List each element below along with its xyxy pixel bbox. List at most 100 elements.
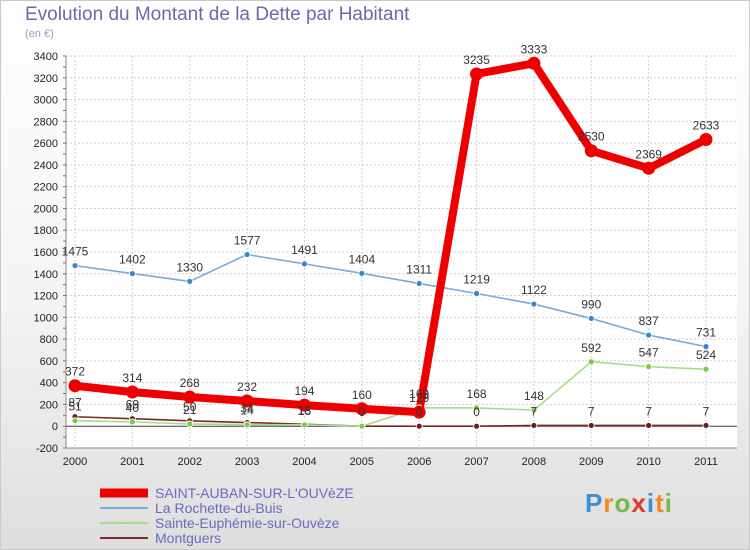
data-label: 7 (531, 404, 538, 418)
y-tick-label: 200 (40, 399, 58, 411)
data-label: 524 (696, 348, 716, 362)
y-tick-label: 0 (52, 421, 58, 433)
data-label: 21 (183, 403, 197, 417)
y-tick-label: 400 (40, 378, 58, 390)
data-label: 7 (588, 404, 595, 418)
data-label: 1219 (463, 272, 490, 286)
logo-letter: t (655, 488, 665, 518)
data-label: 1404 (348, 252, 375, 266)
data-point (186, 420, 194, 428)
data-label: 990 (581, 297, 601, 311)
y-unit-label: (en €) (25, 28, 54, 40)
data-point (71, 262, 79, 270)
data-point (71, 417, 79, 425)
data-label: 50 (183, 400, 197, 414)
data-label: 1402 (119, 253, 146, 267)
x-tick-label: 2000 (63, 456, 87, 468)
data-label: 13 (298, 404, 312, 418)
data-point (587, 315, 595, 322)
y-tick-label: 3200 (34, 73, 58, 85)
data-point (125, 385, 139, 399)
data-label: 1491 (291, 243, 318, 257)
data-point (473, 404, 480, 412)
x-tick-label: 2006 (407, 456, 431, 468)
data-point (186, 277, 194, 285)
data-label: 0 (358, 405, 365, 419)
x-tick-label: 2010 (636, 456, 660, 468)
y-tick-label: 2400 (34, 160, 58, 172)
data-point (473, 290, 480, 297)
data-label: 731 (696, 326, 716, 340)
y-tick-label: 2800 (34, 116, 58, 128)
logo-letter: x (631, 488, 647, 518)
data-label: 2633 (693, 119, 720, 133)
data-label: 87 (68, 396, 82, 410)
data-point (358, 269, 366, 277)
data-point (412, 405, 426, 419)
y-tick-label: 600 (40, 356, 58, 368)
data-label: 34 (240, 402, 254, 416)
data-label: 40 (126, 401, 140, 415)
data-point (128, 270, 136, 277)
data-label: 169 (409, 387, 429, 401)
data-label: 160 (352, 388, 372, 402)
data-point (297, 398, 311, 412)
data-point (645, 422, 653, 429)
y-tick-label: 3000 (34, 95, 58, 107)
data-point (702, 365, 710, 373)
data-label: 168 (467, 387, 487, 401)
series-line (74, 253, 707, 348)
y-tick-label: 2200 (34, 182, 58, 194)
data-point (358, 422, 366, 430)
data-label: 232 (237, 380, 257, 394)
data-label: 1311 (406, 262, 432, 276)
data-point (355, 402, 369, 416)
data-label: 18 (298, 403, 312, 417)
data-point (699, 133, 713, 147)
data-label: 2369 (635, 147, 662, 161)
data-label: 837 (639, 314, 659, 328)
data-label: 69 (126, 398, 140, 412)
data-point (183, 390, 197, 404)
data-label: 0 (473, 405, 480, 419)
data-label: 0 (416, 405, 423, 419)
data-point (584, 144, 598, 158)
y-tick-label: 1000 (34, 312, 58, 324)
y-tick-label: 2600 (34, 138, 58, 150)
data-label: 1475 (62, 245, 89, 259)
legend-label: SAINT-AUBAN-SUR-L'OUVèZE (155, 485, 354, 501)
series-line (74, 360, 707, 428)
y-tick-label: 1200 (34, 291, 58, 303)
y-tick-label: 1600 (34, 247, 58, 259)
data-label: 314 (122, 371, 142, 385)
data-point (642, 161, 656, 175)
data-label: 372 (65, 365, 85, 379)
data-label: 7 (703, 404, 710, 418)
data-point (530, 300, 538, 308)
data-label: 148 (524, 389, 544, 403)
x-tick-label: 2002 (177, 456, 201, 468)
x-tick-label: 2005 (350, 456, 374, 468)
data-point (527, 56, 541, 70)
y-tick-label: -200 (36, 443, 58, 455)
data-point (68, 379, 82, 393)
data-point (301, 260, 308, 268)
x-tick-label: 2011 (694, 456, 718, 468)
data-point (301, 421, 308, 429)
data-point (243, 421, 251, 429)
legend-label: Sainte-Euphémie-sur-Ouvèze (155, 515, 340, 531)
logo-letter: i (664, 488, 673, 518)
data-point (645, 363, 653, 371)
data-point (470, 67, 484, 81)
data-label: 1122 (521, 283, 547, 297)
data-point (415, 280, 423, 287)
x-tick-label: 2009 (579, 456, 603, 468)
logo-letter: i (646, 488, 656, 518)
y-tick-label: 1800 (34, 225, 58, 237)
data-point (645, 331, 653, 339)
data-label: 1577 (234, 234, 261, 248)
data-label: 3333 (521, 42, 548, 56)
y-tick-label: 1400 (34, 269, 58, 281)
data-label: 268 (180, 376, 200, 390)
data-label: 194 (294, 384, 314, 398)
